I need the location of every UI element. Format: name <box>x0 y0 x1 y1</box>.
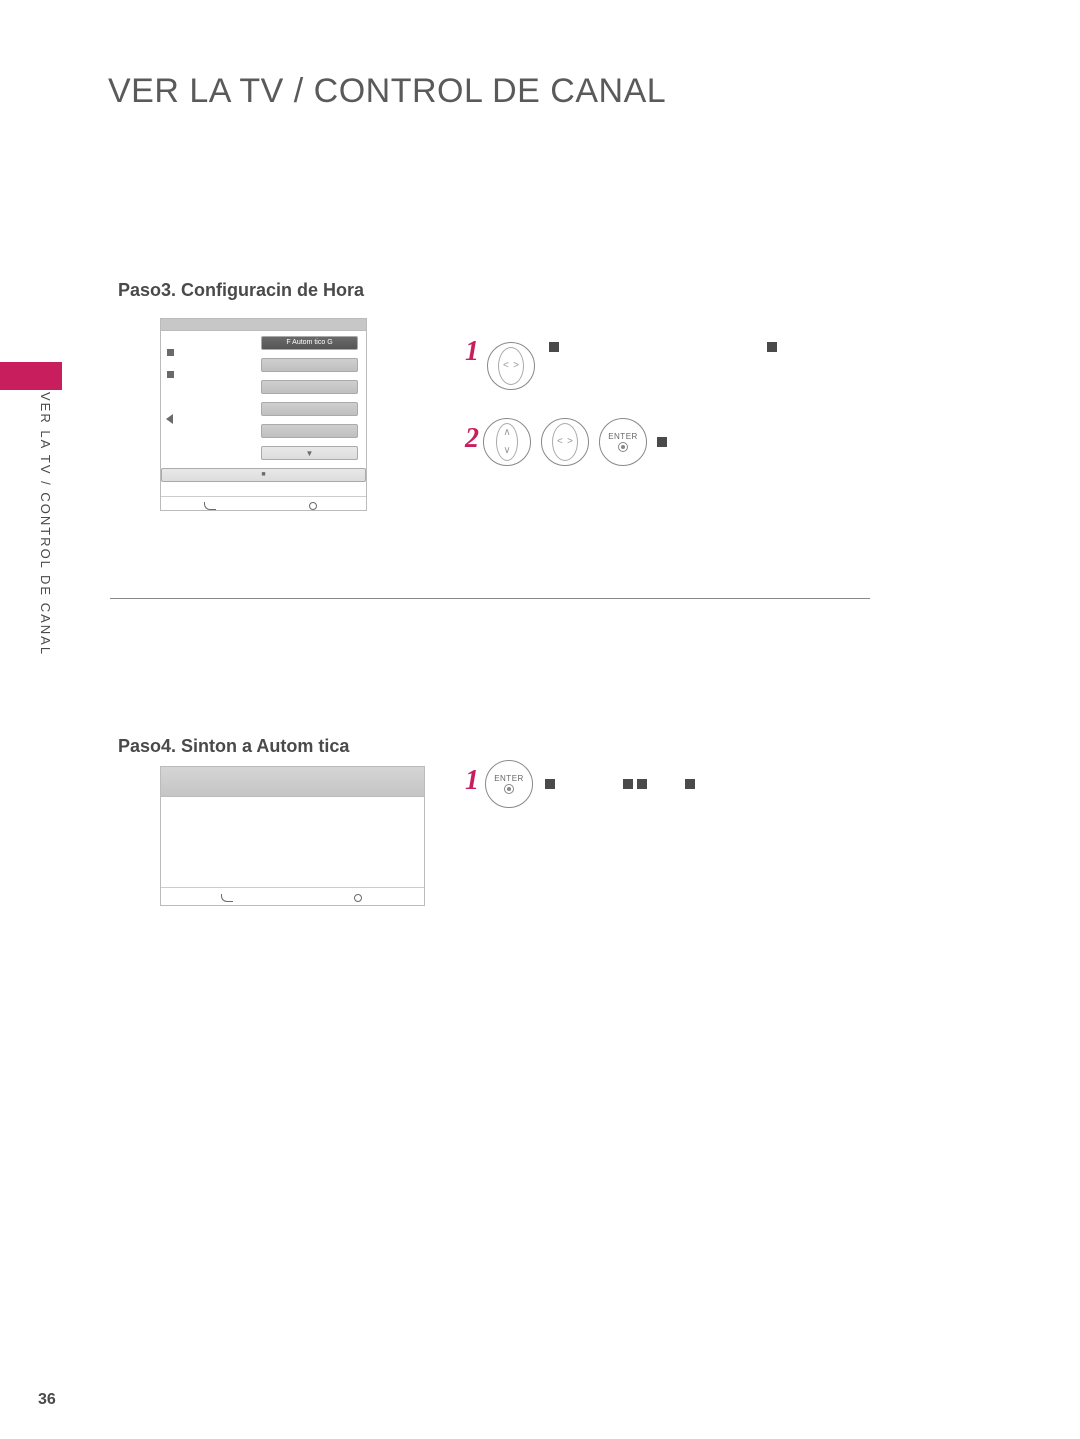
step4-title: Paso4. Sinton a Autom tica <box>118 736 349 757</box>
left-right-nav-button-icon: <> <box>487 342 535 390</box>
setting-row <box>261 424 358 438</box>
step3-instruction-1: 1 <> <box>465 342 777 390</box>
square-icon <box>623 779 633 789</box>
square-icon <box>767 342 777 352</box>
enter-icon <box>354 894 362 902</box>
left-right-nav-button-icon: <> <box>541 418 589 466</box>
setting-row <box>261 402 358 416</box>
back-icon <box>204 502 216 510</box>
enter-button-icon: ENTER <box>599 418 647 466</box>
step4-screenshot <box>160 766 425 906</box>
page-title: VER LA TV / CONTROL DE CANAL <box>108 72 666 111</box>
enter-button-icon: ENTER <box>485 760 533 808</box>
close-button-graphic: ■ <box>161 468 366 482</box>
square-icon <box>685 779 695 789</box>
step3-screenshot: F Autom tico G ■ <box>160 318 367 511</box>
square-icon <box>657 437 667 447</box>
setting-row <box>261 380 358 394</box>
section-divider <box>110 598 870 599</box>
triangle-left-icon <box>166 414 173 424</box>
setting-row <box>261 358 358 372</box>
page-number: 36 <box>38 1391 56 1409</box>
timezone-value: F Autom tico G <box>261 336 358 350</box>
square-icon <box>167 371 174 378</box>
square-icon <box>167 349 174 356</box>
square-icon <box>637 779 647 789</box>
margin-accent-tab <box>0 362 62 390</box>
step-number-1: 1 <box>465 336 479 368</box>
side-section-label: VER LA TV / CONTROL DE CANAL <box>38 392 53 656</box>
step-number-1: 1 <box>465 765 479 797</box>
step3-title: Paso3. Configuracin de Hora <box>118 280 364 301</box>
step3-instruction-2: 2 ∧∨ <> ENTER <box>465 418 667 466</box>
square-icon <box>545 779 555 789</box>
step-number-2: 2 <box>465 423 479 455</box>
square-icon <box>549 342 559 352</box>
up-down-nav-button-icon: ∧∨ <box>483 418 531 466</box>
back-icon <box>221 894 233 902</box>
enter-icon <box>309 502 317 510</box>
step4-instruction-1: 1 ENTER <box>465 760 695 808</box>
dropdown-arrow <box>261 446 358 460</box>
